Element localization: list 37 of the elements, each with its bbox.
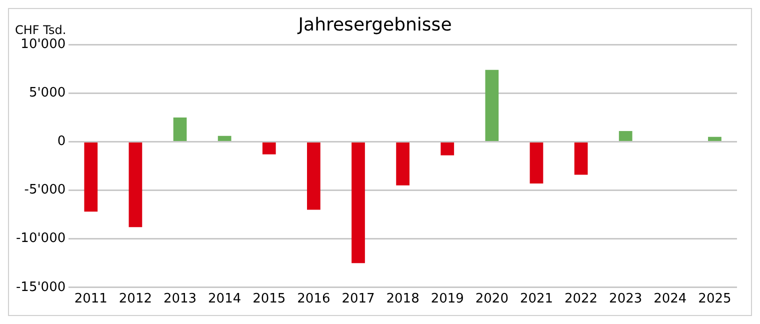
x-tick-label: 2025 bbox=[698, 292, 732, 307]
x-tick-label: 2016 bbox=[297, 292, 330, 307]
bar bbox=[352, 142, 365, 264]
bar bbox=[173, 117, 187, 141]
y-tick-label: 0 bbox=[57, 134, 66, 150]
x-tick-label: 2019 bbox=[430, 292, 464, 307]
x-tick-label: 2024 bbox=[654, 292, 687, 307]
bar bbox=[440, 142, 454, 156]
x-tick-label: 2014 bbox=[208, 292, 242, 307]
bar bbox=[530, 142, 544, 184]
bar bbox=[574, 142, 588, 175]
bar bbox=[307, 142, 320, 210]
x-tick-label: 2017 bbox=[342, 292, 375, 307]
x-tick-label: 2011 bbox=[74, 292, 108, 307]
bar bbox=[128, 142, 142, 228]
y-tick-label: 5'000 bbox=[28, 86, 66, 101]
x-tick-label: 2021 bbox=[520, 292, 554, 307]
bar bbox=[618, 131, 632, 141]
x-tick-label: 2018 bbox=[386, 292, 420, 307]
y-tick-label: 10'000 bbox=[20, 36, 66, 52]
x-tick-label: 2012 bbox=[118, 292, 152, 307]
bar bbox=[396, 142, 410, 186]
x-tick-label: 2020 bbox=[475, 292, 508, 307]
x-tick-label: 2013 bbox=[163, 292, 197, 307]
bar bbox=[84, 142, 98, 212]
x-tick-label: 2015 bbox=[252, 292, 286, 307]
bar bbox=[218, 136, 232, 141]
y-tick-label: -5'000 bbox=[24, 182, 66, 198]
x-tick-label: 2022 bbox=[564, 292, 598, 307]
y-tick-label: -15'000 bbox=[16, 280, 66, 295]
y-tick-label: -10'000 bbox=[16, 231, 66, 246]
bar bbox=[708, 136, 722, 141]
chart-title: Jahresergebnisse bbox=[297, 14, 452, 36]
y-axis-title: CHF Tsd. bbox=[15, 23, 66, 37]
x-tick-label: 2023 bbox=[609, 292, 642, 307]
bar bbox=[485, 70, 499, 141]
bar bbox=[262, 142, 276, 154]
